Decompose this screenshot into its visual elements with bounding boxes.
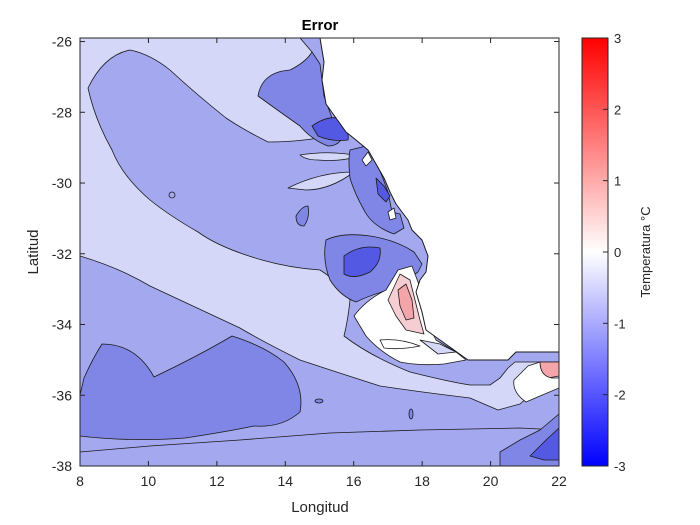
axes-box (79, 37, 560, 467)
colorbar-ticks: 3 2 1 0 -1 -2 -3 (603, 31, 626, 474)
colorbar-tick-label: 1 (614, 174, 621, 189)
chart-title: Error (302, 17, 339, 34)
colorbar-label: Temperatura °C (638, 206, 653, 297)
colorbar: 3 2 1 0 -1 -2 -3 Temperatura °C (581, 31, 653, 474)
colorbar-tick-label: -1 (614, 316, 626, 331)
y-tick-label: -38 (52, 458, 72, 474)
contour-region-coastal-mid-core (375, 177, 391, 203)
x-tick-label: 20 (483, 473, 499, 489)
x-axis-label: Longitud (291, 499, 349, 516)
y-axis-ticks: -38 -36 -34 -32 -30 -28 -26 (52, 34, 559, 474)
land-mask (319, 38, 559, 361)
contour-region-south-strip (80, 427, 559, 466)
colorbar-tick-label: -3 (614, 459, 626, 474)
colorbar-tick-label: 3 (614, 31, 621, 46)
y-tick-label: -32 (52, 246, 72, 262)
contour-spot-south-2 (408, 408, 414, 420)
contour-region-warm-1-core (397, 283, 415, 321)
contour-region-east-near-zero (513, 361, 559, 403)
x-tick-label: 16 (346, 473, 362, 489)
contour-streak-1 (299, 152, 361, 161)
x-tick-label: 22 (551, 473, 567, 489)
contour-region-southeast-core (529, 427, 559, 461)
colorbar-tick-label: -2 (614, 388, 626, 403)
x-tick-label: 12 (209, 473, 225, 489)
y-tick-label: -26 (52, 34, 72, 50)
y-tick-label: -34 (52, 317, 72, 333)
y-tick-label: -30 (52, 175, 72, 191)
contour-spot-south (314, 398, 324, 404)
colorbar-tick-label: 0 (614, 245, 621, 260)
x-tick-label: 10 (141, 473, 157, 489)
x-tick-label: 18 (414, 473, 430, 489)
contour-region-coastal-mid-white (361, 151, 373, 167)
x-tick-label: 8 (76, 473, 84, 489)
contour-spot-northwest (168, 191, 176, 199)
x-axis-ticks: 8 10 12 14 16 18 20 22 (76, 38, 567, 489)
y-tick-label: -28 (52, 104, 72, 120)
plot-area (79, 37, 560, 467)
x-tick-label: 14 (277, 473, 293, 489)
contour-region-coastal-mid-white2 (387, 207, 397, 221)
y-tick-label: -36 (52, 387, 72, 403)
contour-region-warm-2 (379, 339, 421, 350)
contour-spot-west-coast (295, 205, 309, 227)
contour-region-coastal-south-core (343, 246, 381, 277)
y-axis-label: Latitud (25, 229, 42, 274)
colorbar-tick-label: 2 (614, 102, 621, 117)
contour-region-southwest (80, 335, 302, 440)
